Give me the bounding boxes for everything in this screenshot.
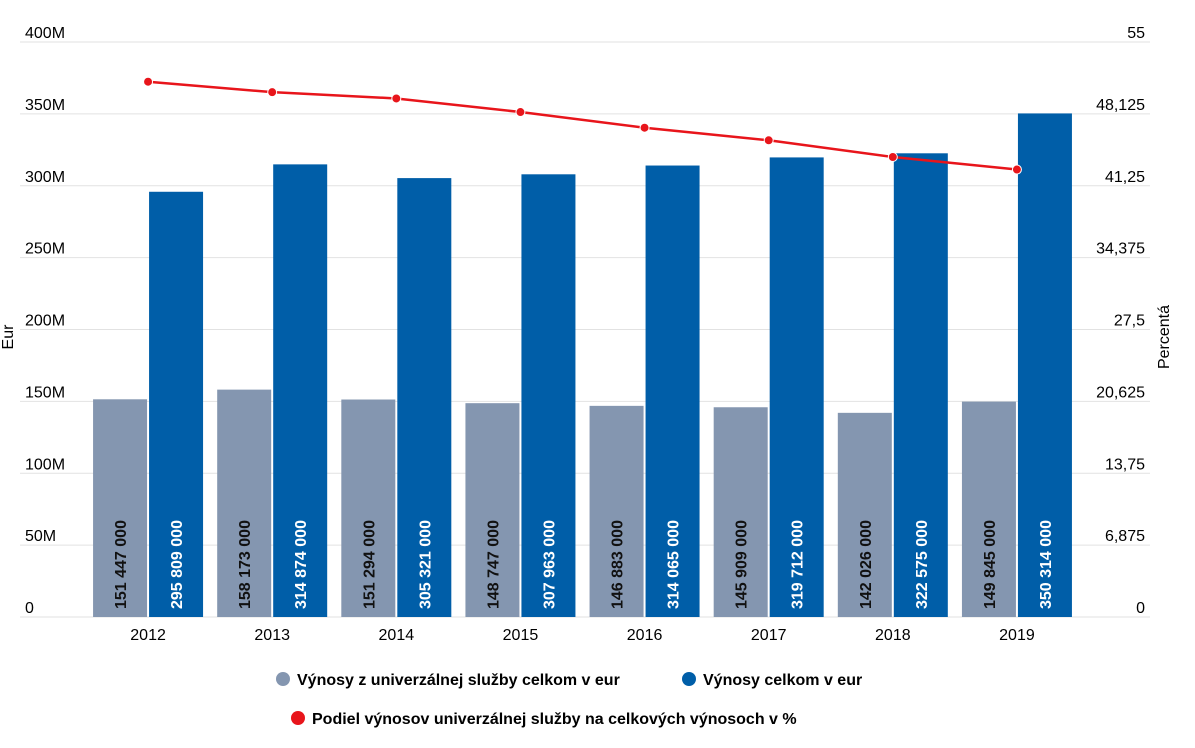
bar-data-label: 295 809 000 xyxy=(169,520,186,609)
x-tick-label: 2014 xyxy=(379,627,415,644)
bars: 151 447 000 295 809 000 158 173 000 314 874… xyxy=(93,113,1072,618)
right-axis-label: Percentá xyxy=(1156,305,1173,369)
legend: Výnosy z univerzálnej služby celkom v eu… xyxy=(276,672,862,728)
right-tick-label: 55 xyxy=(1127,25,1145,42)
bar-data-label: 350 314 000 xyxy=(1038,520,1055,609)
bar-data-label: 305 321 000 xyxy=(417,520,434,609)
percentage-point xyxy=(1011,164,1022,175)
bar-data-label: 307 963 000 xyxy=(541,520,558,609)
bar-total-revenue xyxy=(1017,113,1072,618)
percentage-point xyxy=(887,152,898,162)
bar-universal-revenue xyxy=(217,389,272,617)
bar-data-label: 322 575 000 xyxy=(914,520,931,609)
percentage-point xyxy=(639,122,650,133)
x-tick-label: 2013 xyxy=(254,627,290,644)
percentage-point xyxy=(763,135,774,146)
right-tick-label: 34,375 xyxy=(1096,241,1145,258)
bar-data-label: 145 909 000 xyxy=(734,520,751,609)
bar-total-revenue xyxy=(397,178,452,617)
left-tick-label: 200M xyxy=(25,313,65,330)
left-tick-label: 400M xyxy=(25,25,65,42)
right-tick-label: 41,25 xyxy=(1105,169,1145,186)
percentage-point xyxy=(267,87,278,98)
bar-data-label: 314 874 000 xyxy=(293,520,310,609)
bar-universal-revenue xyxy=(465,403,520,617)
right-tick-label: 20,625 xyxy=(1096,384,1145,401)
percentage-point xyxy=(391,93,402,104)
left-tick-label: 350M xyxy=(25,97,65,114)
bar-universal-revenue xyxy=(341,399,396,617)
legend-item-universal-revenue[interactable]: Výnosy z univerzálnej služby celkom v eu… xyxy=(276,672,620,689)
bar-data-label: 151 447 000 xyxy=(113,520,130,609)
left-tick-label: 0 xyxy=(25,600,34,617)
left-axis-label: Eur xyxy=(0,324,17,350)
legend-label-total-revenue: Výnosy celkom v eur xyxy=(703,672,862,689)
left-tick-label: 50M xyxy=(25,528,56,545)
bar-universal-revenue xyxy=(713,407,768,617)
bar-total-revenue xyxy=(273,164,328,617)
left-axis-ticks: 0 50M 100M 150M 200M 250M 300M 350M 400M xyxy=(25,25,65,617)
bar-data-label: 158 173 000 xyxy=(237,520,254,609)
right-axis-ticks: 0 6,875 13,75 20,625 27,5 34,375 41,25 48,125 55 xyxy=(1096,25,1145,617)
right-tick-label: 13,75 xyxy=(1105,456,1145,473)
left-tick-label: 300M xyxy=(25,169,65,186)
x-tick-label: 2016 xyxy=(627,627,663,644)
gridlines xyxy=(20,41,1150,618)
x-tick-label: 2017 xyxy=(751,627,787,644)
left-tick-label: 250M xyxy=(25,241,65,258)
bar-data-label: 148 747 000 xyxy=(485,520,502,609)
bar-data-label: 146 883 000 xyxy=(610,520,627,609)
right-tick-label: 6,875 xyxy=(1105,528,1145,545)
legend-item-total-revenue[interactable]: Výnosy celkom v eur xyxy=(682,672,862,689)
x-tick-label: 2012 xyxy=(130,627,166,644)
percentage-point xyxy=(515,107,526,118)
legend-label-share: Podiel výnosov univerzálnej služby na ce… xyxy=(312,711,797,728)
right-tick-label: 0 xyxy=(1136,600,1145,617)
legend-item-share[interactable]: Podiel výnosov univerzálnej služby na ce… xyxy=(291,711,797,728)
bar-total-revenue xyxy=(769,157,824,617)
left-tick-label: 150M xyxy=(25,384,65,401)
bar-data-label: 151 294 000 xyxy=(361,520,378,609)
legend-marker-universal-revenue xyxy=(276,672,290,686)
left-tick-label: 100M xyxy=(25,456,65,473)
right-tick-label: 27,5 xyxy=(1114,313,1145,330)
bar-universal-revenue xyxy=(837,412,892,617)
percentage-point xyxy=(143,76,154,87)
bar-total-revenue xyxy=(149,191,204,617)
percentage-line-path xyxy=(147,80,1018,171)
bar-universal-revenue xyxy=(93,399,148,617)
legend-label-universal-revenue: Výnosy z univerzálnej služby celkom v eu… xyxy=(297,672,620,689)
x-tick-label: 2018 xyxy=(875,627,911,644)
percentage-line xyxy=(143,76,1022,175)
right-tick-label: 48,125 xyxy=(1096,97,1145,114)
bar-data-label: 149 845 000 xyxy=(982,520,999,609)
x-tick-label: 2015 xyxy=(503,627,539,644)
bar-total-revenue xyxy=(893,153,948,617)
legend-marker-total-revenue xyxy=(682,672,696,686)
bar-data-label: 142 026 000 xyxy=(858,520,875,609)
x-tick-label: 2019 xyxy=(999,627,1035,644)
legend-marker-share xyxy=(291,711,305,725)
bar-universal-revenue xyxy=(961,401,1016,617)
bar-total-revenue xyxy=(521,174,576,617)
bar-data-label: 314 065 000 xyxy=(666,520,683,609)
x-axis-ticks: 2012 2013 2014 2015 2016 2017 2018 2019 xyxy=(130,627,1035,644)
bar-data-label: 319 712 000 xyxy=(790,520,807,609)
bar-universal-revenue xyxy=(589,405,644,617)
bar-total-revenue xyxy=(645,165,700,617)
